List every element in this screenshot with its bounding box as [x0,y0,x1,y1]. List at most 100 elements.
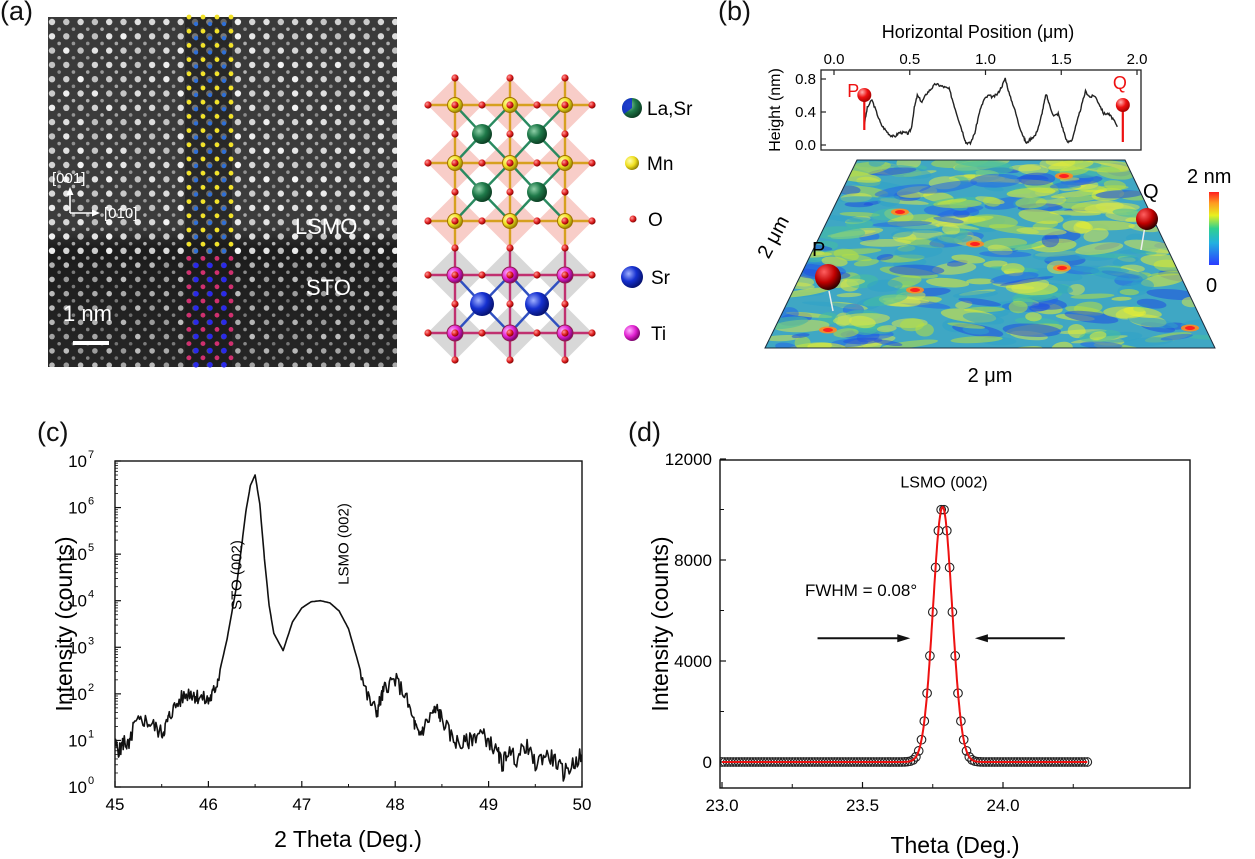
atom-column-minor [401,213,405,217]
o-atom [424,271,432,279]
atom-column-minor [300,356,305,360]
atom-column [149,348,155,354]
afm-height-feature [1018,163,1049,176]
atom-column-minor [343,98,347,103]
atom-column-minor [300,113,305,117]
profile-x-tick-label: 0.5 [899,51,920,68]
atom-column [148,190,156,197]
atom-column-minor [386,213,390,217]
atom-column-minor [128,127,133,132]
atom-column [249,362,255,367]
atom-column [49,362,55,367]
atom-column [363,33,370,40]
atom-column [120,118,127,126]
atom-column-minor [143,84,147,89]
atom-column-minor [329,184,333,189]
atom-column [291,90,299,97]
atom-column [320,233,327,240]
atom-column [349,204,356,212]
overlay-la-sr-atom [193,206,199,211]
afm-height-feature [1096,166,1134,180]
overlay-backdrop [185,17,232,367]
atom-column-minor [357,256,362,260]
atom-column-minor [300,184,305,189]
atom-column-minor [100,98,104,103]
atom-column [291,161,299,169]
atom-column-minor [286,41,290,46]
atom-column [320,348,327,354]
atom-column [363,262,370,268]
atom-column [120,104,127,112]
atom-column [263,333,270,340]
atom-column-minor [343,241,347,246]
atom-column-minor [114,241,119,246]
atom-column-minor [257,141,262,146]
atom-column-minor [272,385,276,389]
overlay-la-sr-atom [207,36,213,41]
atom-column [92,319,98,326]
atom-column-minor [314,156,319,160]
atom-column-minor [100,256,104,260]
atom-column-minor [300,213,305,217]
atom-column-minor [300,341,305,346]
atom-column-minor [343,227,347,232]
marker-p-label: P [812,239,825,261]
marker-q-label: Q [1143,181,1159,203]
atom-column-minor [215,385,219,389]
atom-column [263,147,270,154]
atom-column-minor [371,55,376,60]
marker-p-pin-icon [815,264,841,290]
atom-column [178,377,184,383]
atom-column [277,176,284,183]
overlay-mn-atom [200,128,206,134]
atom-column [163,133,170,140]
atom-column-minor [85,299,90,303]
atom-column [249,47,256,54]
o-atom [506,300,514,308]
profile-x-tick-label: 0.0 [824,51,845,68]
atom-column-minor [314,170,319,174]
atom-column [207,377,213,383]
overlay-mn-atom [214,241,220,247]
atom-column-minor [157,27,162,31]
atom-column [177,33,184,40]
atom-column [392,319,397,326]
o-atom [506,159,514,167]
atom-column [392,305,397,311]
atom-column [48,176,56,183]
atom-column [263,90,270,97]
atom-column [291,18,299,26]
atom-column-minor [85,98,90,103]
atom-column-minor [271,27,276,31]
atom-column-minor [257,170,262,174]
atom-column [249,33,256,40]
atom-column [306,61,313,69]
atom-column-minor [314,356,319,360]
overlay-la-sr-atom [207,220,213,225]
o-atom [561,101,569,109]
overlay-la-sr-atom [193,78,199,84]
atom-column [278,377,284,383]
atom-column [49,319,55,326]
atom-column [349,18,356,26]
atom-column [48,190,56,197]
atom-column-minor [71,270,76,275]
atom-column [77,262,84,268]
atom-column [363,362,370,367]
atom-column-minor [343,313,347,317]
atom-column-minor [300,198,305,203]
atom-column [334,104,342,112]
afm-height-feature [1160,333,1193,341]
atom-column [177,348,184,354]
afm-height-feature [775,342,798,348]
atom-column [392,247,397,254]
overlay-la-sr-atom [193,107,199,112]
atom-column-minor [371,156,376,160]
atom-column-minor [114,256,119,260]
atom-column [149,377,155,383]
atom-column [177,190,184,197]
overlay-la-sr-atom [221,149,227,154]
atom-column-minor [215,371,219,375]
overlay-la-sr-atom [193,64,199,69]
atom-column [235,362,241,367]
